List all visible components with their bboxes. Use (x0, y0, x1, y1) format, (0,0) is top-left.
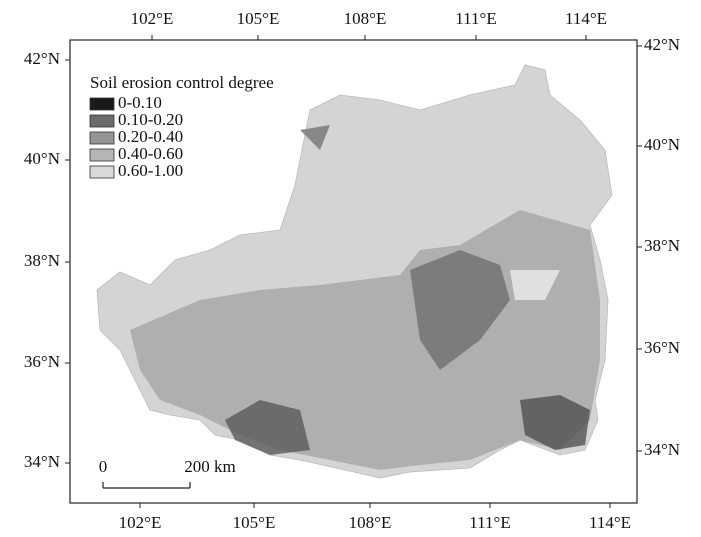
left-tick-label: 40°N (24, 149, 60, 168)
map-figure: 0 200 km Soil erosion control degree 102… (0, 0, 701, 537)
left-tick-label: 38°N (24, 251, 60, 270)
left-tick-label: 36°N (24, 352, 60, 371)
top-tick-label: 111°E (455, 9, 496, 28)
bottom-tick-label: 105°E (233, 513, 276, 532)
left-tick-label: 34°N (24, 452, 60, 471)
right-tick-label: 38°N (644, 236, 680, 255)
top-tick-label: 102°E (131, 9, 174, 28)
right-tick-label: 40°N (644, 135, 680, 154)
left-tick-label: 42°N (24, 49, 60, 68)
legend-swatch (90, 115, 114, 127)
bottom-tick-label: 114°E (589, 513, 631, 532)
top-tick-label: 114°E (565, 9, 607, 28)
top-tick-label: 108°E (344, 9, 387, 28)
top-tick-label: 105°E (237, 9, 280, 28)
legend-swatch (90, 149, 114, 161)
legend-title: Soil erosion control degree (90, 73, 274, 92)
scale-start: 0 (99, 457, 108, 476)
right-tick-label: 34°N (644, 440, 680, 459)
legend-swatch (90, 98, 114, 110)
bottom-tick-label: 111°E (469, 513, 510, 532)
scale-end: 200 km (184, 457, 235, 476)
right-tick-label: 42°N (644, 35, 680, 54)
legend-swatch (90, 132, 114, 144)
legend-label: 0.60-1.00 (118, 161, 183, 180)
bottom-tick-label: 108°E (349, 513, 392, 532)
legend-swatch (90, 166, 114, 178)
right-tick-label: 36°N (644, 338, 680, 357)
bottom-tick-label: 102°E (119, 513, 162, 532)
